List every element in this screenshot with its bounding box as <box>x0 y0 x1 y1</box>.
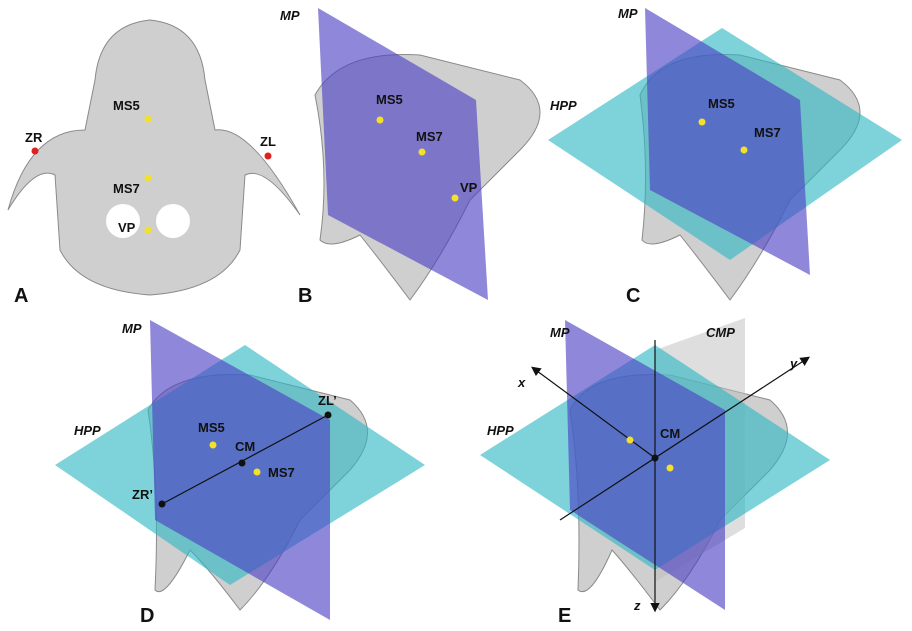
landmark-label: ZR’ <box>132 487 153 502</box>
panel-e: MP CMP HPP x y z CM E <box>480 318 830 627</box>
figure: MS5 MS7 VP ZR ZL A MP MS5 MS7 VP B MP HP… <box>0 0 912 631</box>
landmark-label: VP <box>118 220 136 235</box>
plane-label: MP <box>122 321 142 336</box>
landmark <box>254 469 261 476</box>
landmark <box>325 412 332 419</box>
landmark <box>145 175 152 182</box>
panel-c: MP HPP MS5 MS7 C <box>548 6 902 307</box>
plane-label: MP <box>550 325 570 340</box>
panel-letter: C <box>626 285 640 307</box>
axis-label: x <box>517 375 526 390</box>
landmark <box>627 437 634 444</box>
foramen <box>156 204 190 238</box>
panel-b: MP MS5 MS7 VP B <box>280 8 540 307</box>
axis-label: z <box>633 598 641 613</box>
landmark-label: CM <box>235 439 255 454</box>
plane-label: HPP <box>487 423 514 438</box>
landmark-label: MS7 <box>113 181 140 196</box>
plane-label: HPP <box>74 423 101 438</box>
landmark <box>32 148 39 155</box>
landmark <box>239 460 246 467</box>
landmark-label: ZL’ <box>318 393 337 408</box>
landmark <box>741 147 748 154</box>
panel-letter: D <box>140 605 154 627</box>
landmark <box>210 442 217 449</box>
landmark-label: MS7 <box>268 465 295 480</box>
plane-label: MP <box>280 8 300 23</box>
plane-label: HPP <box>550 98 577 113</box>
plane-label: MP <box>618 6 638 21</box>
panel-letter: E <box>558 605 571 627</box>
landmark-label: MS5 <box>708 96 735 111</box>
landmark-label: CM <box>660 426 680 441</box>
landmark-label: MS5 <box>198 420 225 435</box>
landmark <box>419 149 426 156</box>
panel-d: MP HPP ZL’ MS5 CM MS7 ZR’ D <box>55 320 425 627</box>
landmark <box>145 116 152 123</box>
landmark <box>159 501 166 508</box>
landmark-label: ZR <box>25 130 43 145</box>
landmark-label: VP <box>460 180 478 195</box>
landmark <box>699 119 706 126</box>
panel-letter: A <box>14 285 28 307</box>
landmark <box>265 153 272 160</box>
landmark-label: ZL <box>260 134 276 149</box>
landmark <box>652 455 659 462</box>
landmark <box>452 195 459 202</box>
landmark-label: MS7 <box>754 125 781 140</box>
plane-label: CMP <box>706 325 735 340</box>
landmark <box>667 465 674 472</box>
landmark <box>145 227 152 234</box>
landmark-label: MS5 <box>113 98 140 113</box>
landmark <box>377 117 384 124</box>
landmark-label: MS7 <box>416 129 443 144</box>
landmark-label: MS5 <box>376 92 403 107</box>
axis-label: y <box>789 356 798 371</box>
panel-a: MS5 MS7 VP ZR ZL A <box>8 20 300 307</box>
panel-letter: B <box>298 285 312 307</box>
skull-occlusal <box>8 20 300 295</box>
